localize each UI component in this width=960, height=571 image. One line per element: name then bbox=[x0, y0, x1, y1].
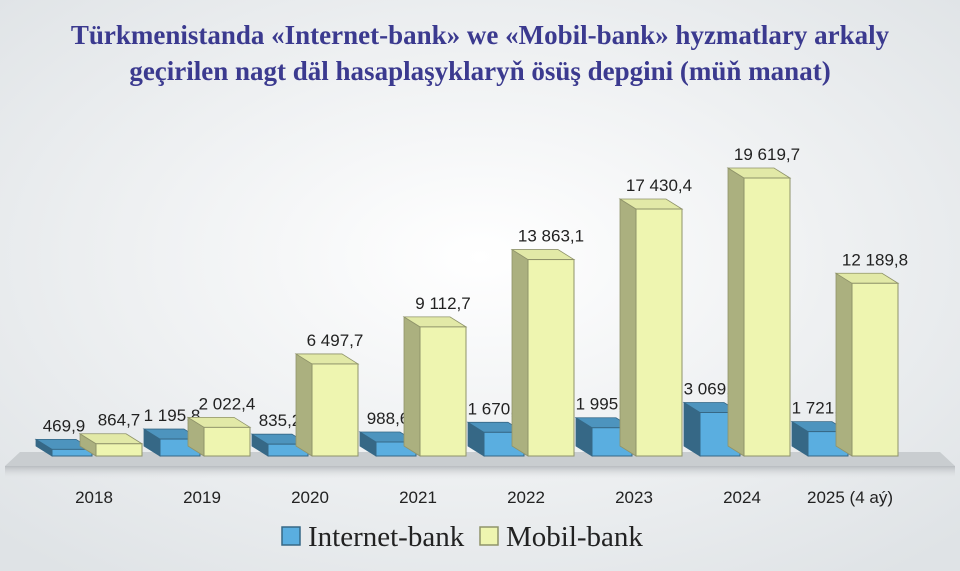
x-tick-label: 2018 bbox=[75, 488, 113, 507]
x-tick-label: 2021 bbox=[399, 488, 437, 507]
x-tick-label: 2025 (4 aý) bbox=[807, 488, 893, 507]
bar-side bbox=[619, 198, 637, 457]
value-label: 2 022,4 bbox=[199, 394, 256, 413]
x-tick-label: 2020 bbox=[291, 488, 329, 507]
chart-title: Türkmenistanda «Internet-bank» we «Mobil… bbox=[71, 20, 890, 50]
value-label: 469,9 bbox=[43, 416, 86, 435]
bar bbox=[203, 426, 251, 457]
bar bbox=[51, 448, 93, 457]
x-tick-label: 2023 bbox=[615, 488, 653, 507]
value-label: 12 189,8 bbox=[842, 250, 908, 269]
value-label: 864,7 bbox=[98, 411, 141, 430]
value-label: 1 995,0 bbox=[576, 395, 633, 414]
value-label: 1 195,8 bbox=[144, 406, 201, 425]
legend-label: Mobil-bank bbox=[506, 521, 643, 553]
bar bbox=[743, 177, 791, 457]
bar-side bbox=[511, 248, 529, 457]
value-label: 17 430,4 bbox=[626, 176, 692, 195]
floor-shadow bbox=[5, 466, 955, 480]
bar-side bbox=[403, 316, 421, 457]
bar bbox=[527, 259, 575, 457]
bar bbox=[635, 208, 683, 457]
value-label: 835,2 bbox=[259, 411, 302, 430]
x-tick-label: 2019 bbox=[183, 488, 221, 507]
value-label: 9 112,7 bbox=[415, 294, 470, 313]
legend-swatch bbox=[479, 526, 499, 546]
bar-side bbox=[835, 272, 853, 457]
value-label: 3 069,6 bbox=[684, 380, 741, 399]
legend-swatch bbox=[281, 526, 301, 546]
legend-label: Internet-bank bbox=[308, 521, 465, 553]
bar bbox=[95, 443, 143, 457]
value-label: 6 497,7 bbox=[307, 331, 364, 350]
value-label: 1 670,9 bbox=[468, 399, 525, 418]
value-label: 13 863,1 bbox=[518, 227, 584, 246]
value-label: 988,6 bbox=[367, 409, 410, 428]
chart-subtitle: geçirilen nagt däl hasaplaşyklaryň ösüş … bbox=[129, 56, 830, 86]
value-label: 1 721,7 bbox=[792, 399, 849, 418]
bar bbox=[851, 282, 899, 457]
value-label: 19 619,7 bbox=[734, 145, 800, 164]
bar-side bbox=[295, 353, 313, 457]
bar bbox=[311, 363, 359, 457]
bar bbox=[419, 326, 467, 457]
x-tick-label: 2024 bbox=[723, 488, 761, 507]
bar-side bbox=[727, 167, 745, 457]
x-tick-label: 2022 bbox=[507, 488, 545, 507]
